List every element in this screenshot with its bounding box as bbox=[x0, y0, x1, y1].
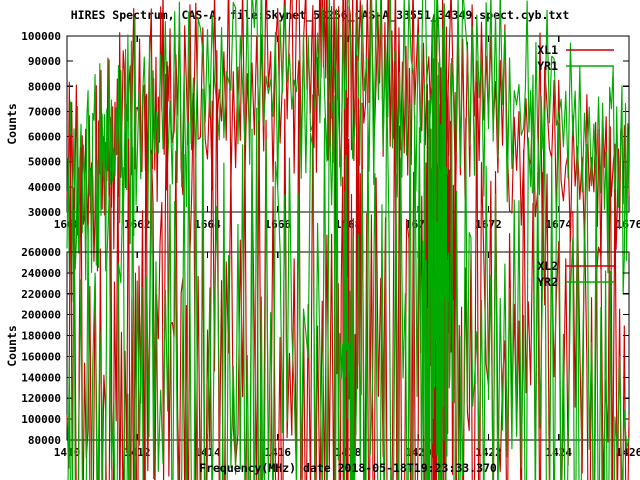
y-tick-label: 60000 bbox=[28, 131, 61, 144]
y-tick-label: 120000 bbox=[21, 392, 61, 405]
y-tick-label: 90000 bbox=[28, 55, 61, 68]
legend-label-xl1: XL1 bbox=[537, 43, 558, 57]
x-tick-label: 1676 bbox=[616, 218, 640, 231]
y-tick-label: 100000 bbox=[21, 413, 61, 426]
y-tick-label: 50000 bbox=[28, 156, 61, 169]
y-axis-label: Counts bbox=[5, 103, 19, 145]
y-tick-label: 40000 bbox=[28, 181, 61, 194]
y-tick-label: 200000 bbox=[21, 309, 61, 322]
legend-label-yr1: YR1 bbox=[537, 59, 558, 73]
x-tick-label: 1664 bbox=[194, 218, 221, 231]
y-tick-label: 180000 bbox=[21, 330, 61, 343]
x-tick-label: 1666 bbox=[265, 218, 292, 231]
x-tick-label: 1426 bbox=[616, 446, 640, 459]
y-axis-label: Counts bbox=[5, 325, 19, 367]
y-tick-label: 260000 bbox=[21, 246, 61, 259]
series-line-yr1 bbox=[66, 0, 630, 303]
y-tick-label: 240000 bbox=[21, 267, 61, 280]
y-tick-label: 100000 bbox=[21, 30, 61, 43]
x-axis-label: Frequency(MHz) date 2018-05-18T19:23:33.… bbox=[199, 461, 497, 475]
y-tick-label: 80000 bbox=[28, 434, 61, 447]
x-tick-label: 1424 bbox=[546, 446, 573, 459]
y-tick-label: 80000 bbox=[28, 80, 61, 93]
legend-label-yr2: YR2 bbox=[537, 275, 558, 289]
y-tick-label: 220000 bbox=[21, 288, 61, 301]
lower-plot-panel: 80000 100000 120000 140000 160000 180000 20000… bbox=[5, 0, 640, 480]
x-tick-label: 1672 bbox=[475, 218, 502, 231]
y-tick-label: 70000 bbox=[28, 105, 61, 118]
y-tick-label: 140000 bbox=[21, 371, 61, 384]
series-line-yr2 bbox=[67, 0, 630, 480]
y-tick-label: 30000 bbox=[28, 206, 61, 219]
y-tick-label: 160000 bbox=[21, 350, 61, 363]
x-tick-label: 1410 bbox=[54, 446, 81, 459]
series-line-xl2 bbox=[66, 0, 630, 480]
x-tick-label: 1422 bbox=[475, 446, 502, 459]
legend-label-xl2: XL2 bbox=[537, 259, 558, 273]
